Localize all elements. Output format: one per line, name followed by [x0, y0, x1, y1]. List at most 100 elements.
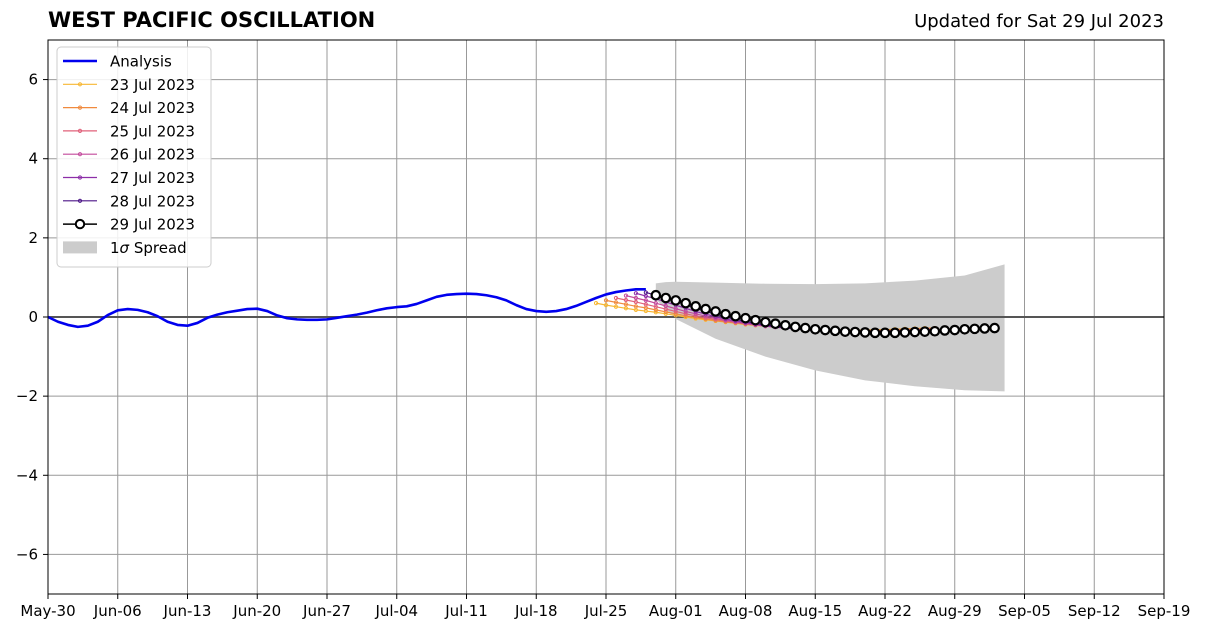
forecast-point: [650, 289, 662, 301]
forecast-point: [670, 295, 682, 306]
x-tick-label: Aug-15: [788, 602, 842, 620]
forecast-point: [819, 324, 831, 336]
forecast-point: [653, 310, 658, 315]
forecast-point: [613, 300, 619, 305]
forecast-point: [839, 326, 851, 337]
axis-layer: May-30 Jun-06 Jun-13 Jun-20 Jun-27 Jul-04 Jul-…: [16, 71, 1191, 620]
legend-label: 26 Jul 2023: [110, 146, 195, 164]
forecast-point: [790, 321, 801, 333]
analysis-layer: [47, 287, 646, 329]
x-tick-label: Jul-11: [444, 602, 488, 620]
forecast-point: [720, 308, 731, 320]
forecast-point: [760, 316, 771, 328]
forecast-point: [829, 325, 841, 337]
forecast-point: [690, 301, 701, 312]
x-tick-label: Jul-18: [514, 602, 558, 620]
forecast-point: [959, 323, 971, 335]
forecast-point: [770, 318, 781, 330]
forecast-point: [643, 298, 648, 303]
forecast-point: [879, 327, 891, 339]
forecast-point: [673, 311, 678, 316]
legend-swatch-spread: [63, 241, 97, 254]
spread-layer: [655, 264, 1005, 392]
forecast-point: [750, 314, 761, 326]
forecast-point: [710, 306, 721, 317]
legend-marker: [77, 198, 83, 203]
forecast-point: [683, 311, 688, 316]
chart-subtitle: Updated for Sat 29 Jul 2023: [914, 11, 1164, 32]
legend: Analysis 23 Jul 2023 24 Jul 2023 25 Jul 202…: [56, 46, 212, 268]
forecast-point: [979, 323, 990, 334]
forecast-point: [889, 327, 901, 339]
forecast-point: [633, 299, 638, 305]
forecast-point: [653, 301, 658, 306]
x-tick-label: Jun-20: [232, 602, 281, 620]
legend-box: [56, 46, 212, 268]
x-tick-label: Sep-12: [1068, 602, 1121, 620]
forecast-point: [909, 326, 921, 338]
legend-marker: [74, 218, 86, 230]
legend-marker: [77, 82, 83, 87]
legend-label: 29 Jul 2023: [110, 216, 195, 234]
forecast-point: [730, 310, 741, 322]
forecast-point: [809, 323, 821, 335]
legend-label: 1σ Spread: [110, 239, 187, 257]
x-tick-label: Jul-04: [374, 602, 418, 620]
y-tick-label: 0: [28, 308, 38, 326]
forecast-point: [693, 311, 698, 316]
forecast-point: [663, 303, 668, 309]
forecast-point: [780, 320, 791, 331]
forecast-point: [613, 295, 619, 301]
forecast-point: [989, 322, 1000, 334]
forecast-point: [633, 291, 638, 296]
forecast-point: [623, 293, 629, 298]
forecast-point: [859, 327, 871, 338]
forecast-point: [660, 292, 672, 304]
x-tick-label: Jun-06: [93, 602, 142, 620]
y-tick-label: 2: [28, 229, 38, 247]
forecast-point: [799, 322, 811, 334]
x-tick-label: Aug-29: [928, 602, 982, 620]
legend-marker: [77, 152, 83, 157]
forecast-point: [633, 304, 638, 309]
forecast-point: [700, 303, 711, 315]
legend-label: Analysis: [110, 53, 172, 71]
x-tick-label: Aug-22: [858, 602, 912, 620]
legend-marker: [77, 105, 83, 110]
forecast-point: [849, 326, 861, 338]
forecast-point: [623, 302, 629, 307]
x-tick-label: Sep-19: [1138, 602, 1191, 620]
x-tick-label: Jun-13: [163, 602, 212, 620]
y-tick-label: −2: [16, 387, 38, 405]
legend-label: 23 Jul 2023: [110, 76, 195, 94]
legend-label: 27 Jul 2023: [110, 169, 195, 187]
x-tick-label: Aug-01: [649, 602, 703, 620]
legend-marker: [77, 175, 83, 180]
x-tick-label: Jul-25: [584, 602, 628, 620]
forecast-point: [680, 297, 692, 309]
y-tick-label: −6: [16, 545, 38, 563]
forecast-point: [869, 327, 881, 339]
spread-band: [655, 264, 1005, 392]
forecast-point: [623, 297, 629, 303]
forecast-point: [633, 295, 638, 301]
forecast-point: [643, 302, 648, 307]
forecast-point: [899, 327, 911, 338]
forecast-point: [969, 323, 980, 335]
forecast-point: [613, 304, 619, 309]
y-tick-label: 6: [28, 71, 38, 89]
x-tick-label: May-30: [20, 602, 75, 620]
forecast-series: [650, 289, 1000, 339]
forecast-point: [919, 326, 931, 337]
analysis-line: [47, 287, 646, 329]
chart-title: WEST PACIFIC OSCILLATION: [48, 8, 376, 32]
forecast-point: [939, 325, 951, 336]
forecast-point: [643, 290, 648, 295]
legend-label: 28 Jul 2023: [110, 192, 195, 210]
y-tick-label: 4: [28, 150, 38, 168]
forecast-point: [740, 312, 751, 324]
forecast-layer: [593, 289, 1000, 339]
forecast-point: [929, 325, 941, 337]
y-tick-label: −4: [16, 466, 38, 484]
